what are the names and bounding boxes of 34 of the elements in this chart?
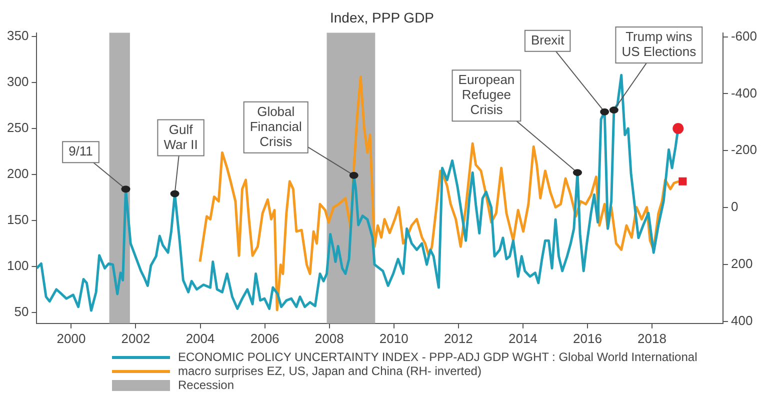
x-tick-label: 2014	[508, 330, 538, 346]
legend-label: ECONOMIC POLICY UNCERTAINTY INDEX - PPP-ADJ GDP WGHT : Global World International	[178, 350, 698, 364]
y2-tick-label: -400	[730, 85, 758, 100]
y-tick-label: 200	[6, 166, 29, 181]
x-tick-label: 2000	[56, 330, 86, 346]
legend-label: macro surprises EZ, US, Japan and China (RH- inverted)	[178, 364, 482, 378]
y2-tick-label: -600	[730, 28, 758, 44]
y2-tick-label: 400	[730, 312, 753, 328]
y-tick-label: 100	[6, 258, 29, 273]
x-tick-label: 2002	[121, 330, 150, 346]
y-tick-label: 350	[6, 28, 29, 44]
x-tick-label: 2012	[444, 330, 473, 346]
y-tick-label: 300	[6, 74, 29, 90]
annotation: Trump wins US Elections	[622, 29, 697, 60]
legend-label: Recession	[178, 378, 234, 392]
x-tick-label: 2008	[314, 330, 344, 346]
annotation: 9/11	[68, 144, 93, 159]
x-tick-label: 2006	[250, 330, 280, 346]
y2-tick-label: 200	[730, 256, 753, 272]
point	[672, 122, 684, 134]
x-tick-label: 2004	[186, 330, 215, 346]
annotation: Brexit	[530, 32, 565, 48]
y2-tick-label: 0	[730, 199, 738, 214]
annotation: European Refugee Crisis	[458, 72, 515, 118]
y-tick-label: 250	[6, 120, 29, 136]
annotation: Global Financial Crisis	[250, 104, 302, 149]
annotation: Gulf War II	[164, 122, 198, 152]
y-tick-label: 50	[14, 304, 29, 319]
y2-tick-label: -200	[730, 142, 758, 158]
y-tick-label: 150	[6, 212, 29, 227]
x-tick-label: 2010	[379, 330, 408, 346]
x-tick-label: 2018	[638, 330, 666, 346]
chart-title: Index, PPP GDP	[330, 9, 434, 26]
x-tick-label: 2016	[573, 330, 602, 346]
